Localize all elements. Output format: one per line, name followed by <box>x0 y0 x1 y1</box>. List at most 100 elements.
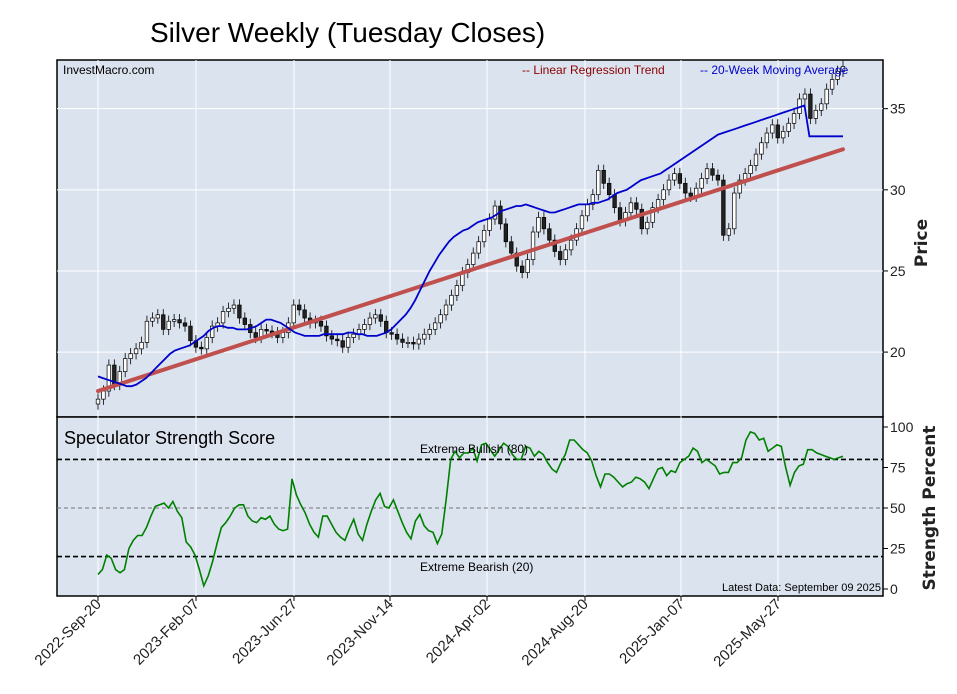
candle <box>291 299 296 329</box>
candle <box>231 299 237 314</box>
candle-body <box>133 348 139 355</box>
candle-body <box>840 66 846 72</box>
candle-body <box>481 230 487 243</box>
candle-body <box>188 325 193 342</box>
candle-body <box>95 398 101 405</box>
candle-body <box>753 153 759 166</box>
candle-body <box>139 342 144 350</box>
candle <box>530 226 536 266</box>
candle-body <box>530 231 536 260</box>
candle-body <box>416 338 421 345</box>
candle-body <box>144 320 150 343</box>
candle-body <box>237 304 242 319</box>
candle <box>715 169 721 186</box>
candle-body <box>210 325 215 338</box>
candle <box>481 224 487 248</box>
candle-body <box>829 79 835 90</box>
candle-body <box>422 333 427 340</box>
candle-body <box>318 320 324 327</box>
candle-body <box>101 390 106 400</box>
candle <box>786 117 791 138</box>
candle-body <box>661 189 666 200</box>
date-tick-label: 2023-Feb-07 <box>130 596 203 669</box>
date-tick-label: 2023-Jun-27 <box>229 596 301 668</box>
candle-body <box>128 353 133 359</box>
candle-body <box>231 304 237 309</box>
candle <box>650 201 655 228</box>
candle-body <box>253 332 258 338</box>
candle-body <box>672 173 677 181</box>
candle-body <box>345 337 351 348</box>
candle-body <box>824 88 829 105</box>
candle-body <box>536 217 541 233</box>
candle-body <box>367 317 373 325</box>
candle-body <box>106 364 112 392</box>
candle-body <box>123 358 128 372</box>
candle <box>155 309 160 324</box>
price-panel <box>56 59 884 418</box>
candle <box>139 336 144 355</box>
candle <box>204 331 209 355</box>
chart-title: Silver Weekly (Tuesday Closes) <box>150 17 545 48</box>
candle <box>737 174 742 199</box>
candle-body <box>394 333 400 340</box>
candle-body <box>666 179 672 191</box>
candle <box>721 174 726 241</box>
candle-body <box>704 168 710 179</box>
candle <box>835 65 840 86</box>
candle-body <box>655 199 661 209</box>
candle <box>133 343 139 360</box>
candle-body <box>683 182 688 194</box>
candle-body <box>362 324 367 330</box>
candle <box>302 304 307 324</box>
candle <box>672 167 677 186</box>
candle <box>639 203 644 235</box>
date-tick-label: 2024-Apr-02 <box>423 596 494 667</box>
candle <box>199 341 204 355</box>
candle <box>329 330 334 345</box>
candle-body <box>791 113 797 124</box>
candle-body <box>492 205 498 220</box>
candle-body <box>433 322 438 330</box>
candle <box>579 210 585 235</box>
candle <box>726 223 731 241</box>
candle-body <box>808 93 813 119</box>
candle <box>819 98 824 116</box>
candle <box>791 107 797 129</box>
candle <box>351 328 356 344</box>
candle <box>558 245 563 266</box>
candle <box>541 211 547 235</box>
candle-body <box>389 332 394 335</box>
candle <box>802 88 808 105</box>
candle <box>732 187 737 235</box>
candle-body <box>150 317 155 322</box>
candle-body <box>748 165 753 174</box>
candle-body <box>226 307 231 312</box>
candle-body <box>177 319 182 324</box>
candle-body <box>732 192 737 230</box>
candle <box>443 299 449 321</box>
candle <box>563 244 568 266</box>
candle-body <box>405 342 411 344</box>
candle <box>710 163 715 181</box>
price-tick-label: 30 <box>890 182 906 198</box>
candle-body <box>503 223 508 243</box>
candle-body <box>161 314 166 330</box>
candle <box>242 312 247 331</box>
candle <box>226 302 231 318</box>
price-tick-label: 20 <box>890 344 906 360</box>
candle-body <box>547 228 552 241</box>
candle <box>775 119 780 144</box>
candle <box>552 234 557 258</box>
candle-body <box>340 340 345 348</box>
candle-body <box>775 124 780 139</box>
date-tick-label: 2024-Aug-20 <box>518 596 591 669</box>
candle-body <box>645 221 650 230</box>
candle-body <box>552 239 557 252</box>
candle-body <box>585 204 590 217</box>
strength-layer <box>57 430 883 589</box>
candle <box>394 328 400 345</box>
candle <box>547 223 552 246</box>
strength-tick-label: 0 <box>890 581 898 597</box>
candle <box>95 393 101 410</box>
